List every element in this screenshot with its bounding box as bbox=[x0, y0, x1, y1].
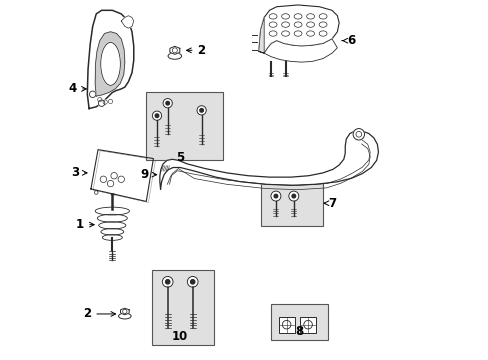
Text: 3: 3 bbox=[71, 166, 87, 179]
Ellipse shape bbox=[319, 22, 326, 27]
FancyBboxPatch shape bbox=[278, 317, 294, 333]
Circle shape bbox=[165, 280, 169, 284]
Text: 2: 2 bbox=[83, 307, 115, 320]
Polygon shape bbox=[258, 39, 337, 62]
Circle shape bbox=[190, 280, 194, 284]
Text: 2: 2 bbox=[186, 44, 205, 57]
Bar bbox=[271, 304, 328, 340]
Ellipse shape bbox=[268, 22, 276, 27]
Text: 5: 5 bbox=[176, 151, 184, 165]
Ellipse shape bbox=[268, 31, 276, 36]
Bar bbox=[151, 270, 214, 345]
Circle shape bbox=[152, 111, 162, 120]
Bar bbox=[146, 93, 223, 160]
Polygon shape bbox=[120, 308, 129, 315]
Polygon shape bbox=[87, 10, 134, 109]
Circle shape bbox=[165, 102, 169, 105]
Circle shape bbox=[187, 276, 198, 287]
Polygon shape bbox=[258, 18, 264, 53]
Ellipse shape bbox=[319, 14, 326, 19]
Polygon shape bbox=[258, 5, 339, 53]
Circle shape bbox=[107, 180, 114, 187]
Text: 10: 10 bbox=[172, 330, 188, 343]
Circle shape bbox=[108, 99, 112, 104]
Ellipse shape bbox=[294, 14, 302, 19]
Polygon shape bbox=[169, 46, 180, 54]
Ellipse shape bbox=[102, 235, 122, 240]
Circle shape bbox=[197, 106, 206, 115]
Text: 9: 9 bbox=[140, 168, 156, 181]
Text: 4: 4 bbox=[69, 82, 86, 95]
Polygon shape bbox=[160, 131, 378, 189]
Circle shape bbox=[118, 176, 124, 183]
Text: 7: 7 bbox=[324, 197, 335, 210]
Ellipse shape bbox=[95, 207, 129, 215]
Ellipse shape bbox=[306, 31, 314, 36]
Ellipse shape bbox=[99, 222, 125, 229]
Ellipse shape bbox=[281, 14, 289, 19]
Ellipse shape bbox=[101, 42, 120, 85]
Circle shape bbox=[162, 276, 173, 287]
Circle shape bbox=[89, 91, 96, 98]
Text: 1: 1 bbox=[76, 218, 94, 231]
Ellipse shape bbox=[118, 313, 131, 319]
Polygon shape bbox=[91, 150, 153, 202]
FancyBboxPatch shape bbox=[300, 317, 315, 333]
Ellipse shape bbox=[168, 53, 181, 59]
Text: 8: 8 bbox=[295, 325, 304, 338]
Ellipse shape bbox=[294, 31, 302, 36]
Ellipse shape bbox=[97, 214, 127, 222]
Circle shape bbox=[111, 172, 117, 179]
Circle shape bbox=[291, 194, 295, 198]
Circle shape bbox=[274, 194, 277, 198]
Circle shape bbox=[98, 98, 102, 102]
Circle shape bbox=[163, 99, 172, 108]
Circle shape bbox=[270, 191, 281, 201]
Circle shape bbox=[352, 129, 364, 140]
Ellipse shape bbox=[306, 14, 314, 19]
Ellipse shape bbox=[281, 31, 289, 36]
Ellipse shape bbox=[319, 31, 326, 36]
Circle shape bbox=[100, 176, 106, 183]
Circle shape bbox=[98, 100, 104, 107]
Circle shape bbox=[288, 191, 298, 201]
Ellipse shape bbox=[281, 22, 289, 27]
Circle shape bbox=[103, 100, 107, 104]
Bar bbox=[260, 178, 323, 226]
Circle shape bbox=[200, 109, 203, 112]
Circle shape bbox=[155, 114, 159, 117]
Text: 6: 6 bbox=[341, 34, 355, 47]
Ellipse shape bbox=[101, 229, 123, 235]
Polygon shape bbox=[121, 16, 134, 28]
Ellipse shape bbox=[268, 14, 276, 19]
Ellipse shape bbox=[294, 22, 302, 27]
Ellipse shape bbox=[306, 22, 314, 27]
Polygon shape bbox=[95, 32, 124, 96]
